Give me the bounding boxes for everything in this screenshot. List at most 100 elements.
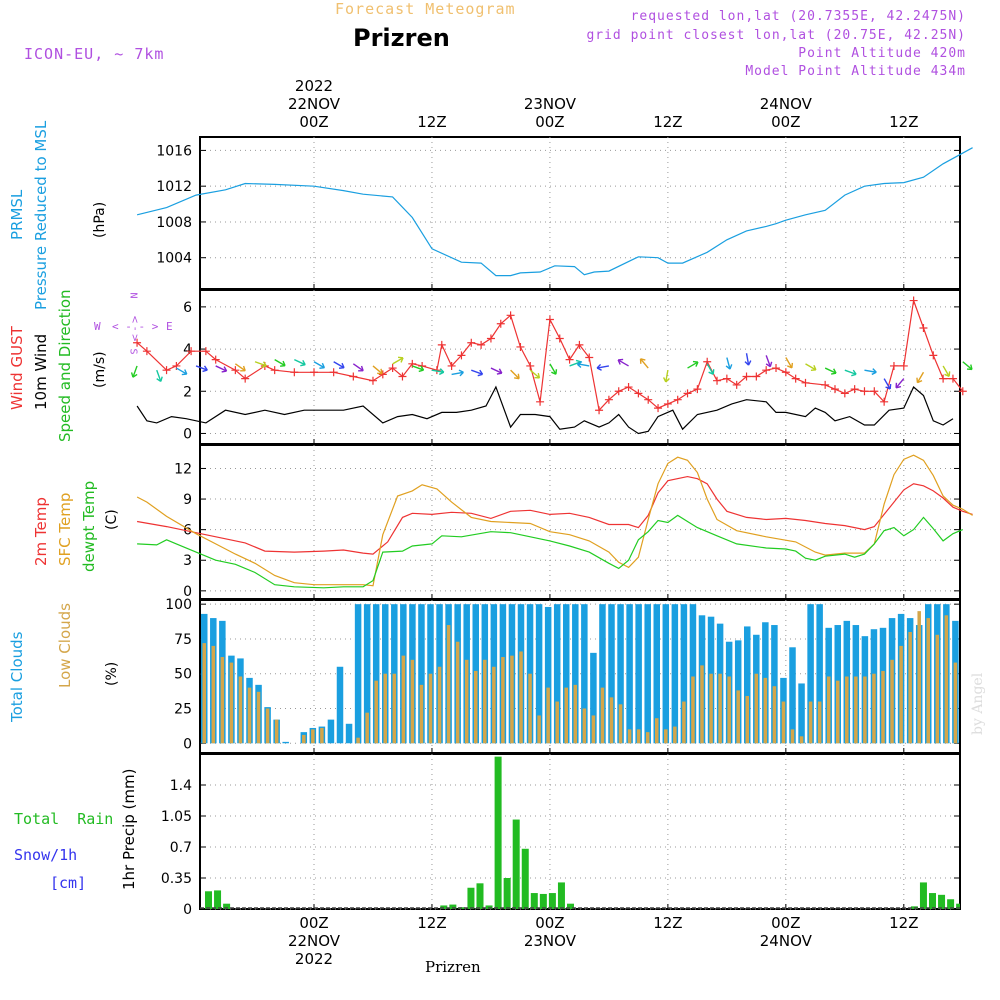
- wind-gust-line-marker: [545, 315, 554, 324]
- low-cloud-bar: [356, 737, 360, 744]
- wind-gust-line-marker: [201, 347, 210, 356]
- wind-arrow-head: [418, 365, 425, 373]
- low-cloud-bar: [265, 708, 270, 744]
- wind-gust-line-marker: [447, 361, 456, 370]
- wind-arrow-head: [438, 368, 445, 376]
- label-snow: Snow/1h: [14, 846, 78, 864]
- wind-arrow-head: [810, 364, 817, 372]
- wind-gust-line-marker: [958, 387, 967, 396]
- rain-bar: [938, 894, 946, 909]
- temp-dewpt-line: [137, 514, 964, 589]
- time-label-top: 00Z: [535, 113, 564, 131]
- wind-arrow-head: [916, 377, 923, 384]
- time-label-bottom: 00Z: [535, 914, 564, 932]
- low-cloud-bar: [501, 657, 505, 744]
- time-label-top: 24NOV: [760, 95, 813, 113]
- low-cloud-bar: [763, 677, 768, 744]
- panel-wind: 0 2 4 6: [130, 289, 973, 445]
- wind-gust-line-marker: [187, 347, 196, 356]
- low-cloud-bar: [474, 670, 478, 744]
- wind-gust-line-marker: [722, 374, 731, 383]
- low-cloud-bar: [383, 673, 387, 744]
- low-cloud-bar: [564, 687, 568, 744]
- rain-bar: [956, 903, 960, 909]
- total-cloud-bar: [544, 606, 552, 744]
- total-cloud-bar: [563, 604, 570, 744]
- wind-gust-line-marker: [614, 387, 623, 396]
- wind-gust-line-marker: [595, 406, 604, 415]
- wind-arrow: [577, 363, 590, 367]
- wind-gust-line-marker: [457, 351, 466, 360]
- rain-bar: [512, 819, 520, 909]
- low-cloud-bar: [944, 615, 949, 744]
- wind-arrow: [529, 369, 540, 379]
- wind-arrow: [471, 369, 483, 375]
- wind-gust-line-marker: [585, 353, 594, 362]
- wind-arrow-head: [458, 369, 464, 377]
- wind-gust-line-marker: [211, 355, 220, 364]
- low-cloud-bar: [555, 701, 559, 744]
- panel-clouds: 0 25 50 75 100: [165, 597, 961, 754]
- product-title: Forecast Meteogram: [335, 0, 516, 18]
- rain-bar: [947, 899, 955, 909]
- rain-bar: [548, 893, 556, 909]
- rain-bar: [929, 893, 936, 909]
- wind-arrow: [617, 359, 629, 367]
- low-cloud-bar: [709, 673, 713, 744]
- wind-arrow-head: [514, 373, 520, 380]
- wind-gust-line-marker: [624, 383, 633, 392]
- wind-gust-line-marker: [644, 395, 653, 404]
- total-cloud-bar: [599, 604, 606, 744]
- ytick-label: 1008: [156, 215, 192, 231]
- low-cloud-bar: [220, 657, 225, 744]
- low-cloud-bar: [238, 676, 243, 744]
- wind-arrow: [333, 361, 345, 369]
- panel-frame: [199, 753, 961, 910]
- wind-arrow-head: [156, 376, 163, 383]
- rain-bar: [485, 905, 493, 909]
- wind-gust-line-marker: [732, 380, 741, 389]
- total-cloud-bar: [644, 604, 651, 744]
- ytick-label: 12: [174, 461, 192, 477]
- low-cloud-bar: [826, 676, 831, 744]
- wind-arrow: [215, 365, 227, 372]
- pressure-line: [136, 147, 973, 277]
- low-cloud-bar: [365, 712, 369, 744]
- total-cloud-bar: [816, 604, 823, 744]
- wind-gust-line-marker: [781, 368, 790, 377]
- wind-gust-line-marker: [575, 340, 584, 349]
- total-cloud-bar: [363, 604, 371, 744]
- low-cloud-bar: [772, 686, 777, 744]
- wind-gust-line-marker: [555, 334, 564, 343]
- low-cloud-bar: [917, 611, 921, 744]
- wind-arrow-head: [240, 365, 246, 372]
- low-cloud-bar: [483, 659, 487, 744]
- temp-sfc-line: [136, 454, 973, 587]
- rain-bar: [476, 883, 484, 909]
- low-cloud-bar: [673, 726, 677, 744]
- wind-gust-line-marker: [349, 372, 358, 381]
- wind-arrow-head: [617, 358, 624, 365]
- low-cloud-bar: [455, 641, 460, 744]
- time-label-bottom: 12Z: [653, 914, 682, 932]
- low-cloud-bar: [727, 676, 731, 744]
- wind-gust-line-marker: [899, 361, 908, 370]
- total-cloud-bar: [372, 604, 380, 744]
- low-cloud-bar: [890, 659, 894, 744]
- wind-gust-line-marker: [565, 355, 574, 364]
- wind-arrow: [665, 370, 669, 383]
- wind-arrow: [962, 361, 973, 370]
- time-label-top: 22NOV: [288, 95, 341, 113]
- wind-arrow: [745, 353, 750, 366]
- wind-gust-line-marker: [467, 338, 476, 347]
- wind-arrow-head: [708, 369, 715, 375]
- rain-bar: [467, 887, 475, 909]
- wind-arrow: [706, 363, 714, 375]
- wind-gust-line-marker: [388, 364, 397, 373]
- wind-arrow-head: [202, 365, 208, 373]
- low-cloud-bar: [428, 673, 433, 744]
- low-cloud-bar: [836, 680, 840, 744]
- low-cloud-bar: [627, 729, 632, 744]
- ytick-label: 0.7: [170, 840, 192, 856]
- wind-gust-line-marker: [536, 397, 545, 406]
